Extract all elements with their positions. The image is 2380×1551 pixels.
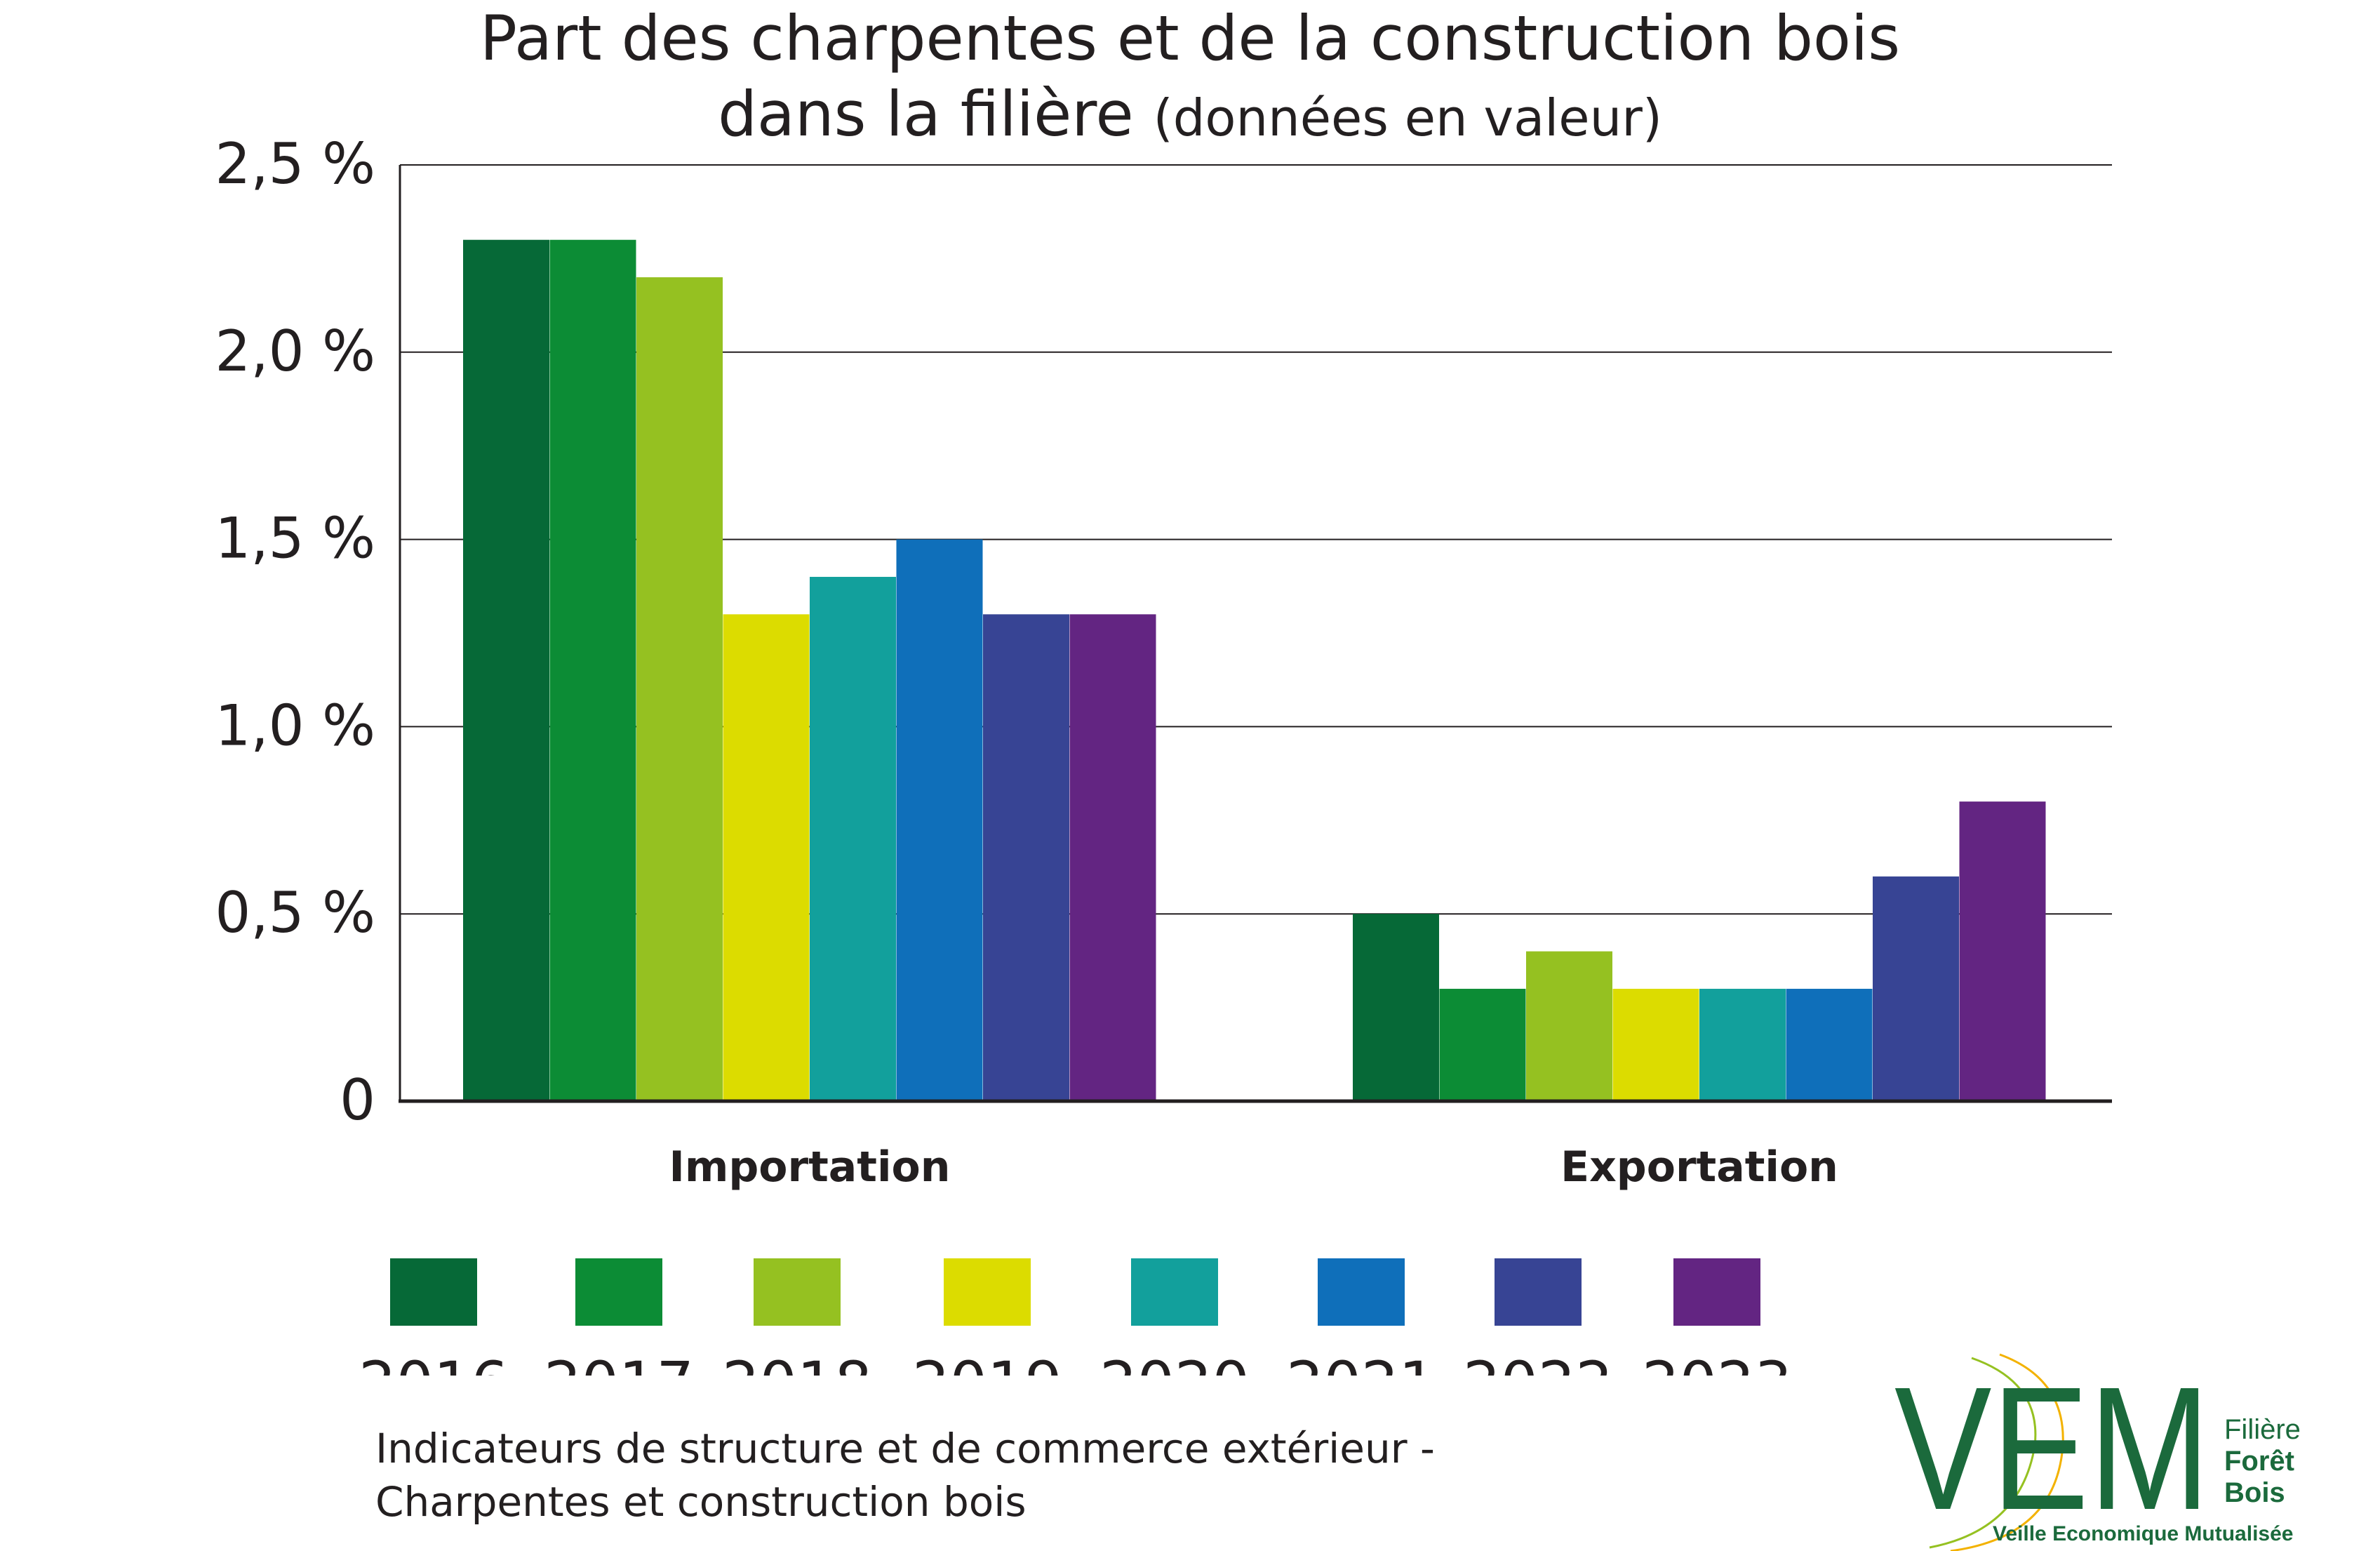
source-line-1: Indicateurs de structure et de commerce … [375, 1425, 1435, 1472]
y-tick-label: 2,5 % [215, 131, 375, 197]
bar-2017-exportation [1439, 988, 1526, 1101]
legend-swatch-2021 [1318, 1258, 1405, 1326]
bar-2021-exportation [1786, 988, 1873, 1101]
y-axis-ticks: 0 0,5 % 1,0 % 1,5 % 2,0 % 2,5 % [215, 131, 375, 1133]
legend: 2016 2017 2018 2019 2020 2021 2022 2023 [359, 1258, 1792, 1376]
bar-2016-exportation [1353, 914, 1439, 1101]
legend-swatch-2016 [390, 1258, 477, 1326]
y-tick-label: 1,0 % [215, 693, 375, 758]
legend-label-2022: 2022 [1463, 1349, 1613, 1376]
logo-arc-yellow [1950, 1353, 2064, 1551]
legend-label-2017: 2017 [544, 1349, 694, 1376]
source-line-2: Charpentes et construction bois [375, 1478, 1027, 1526]
bar-2023-importation [1069, 614, 1156, 1101]
x-category-label: Importation [669, 1143, 951, 1192]
chart-title: Part des charpentes et de la constructio… [479, 2, 1901, 74]
bar-chart: 0 0,5 % 1,0 % 1,5 % 2,0 % 2,5 % Importation Ex… [215, 131, 2112, 1376]
y-tick-label: 0,5 % [215, 880, 375, 945]
logo-tagline: Veille Economique Mutualisée [1993, 1522, 2293, 1545]
legend-label-2016: 2016 [359, 1349, 509, 1376]
bars [463, 239, 2046, 1102]
legend-label-2018: 2018 [722, 1349, 872, 1376]
chart-subtitle: (données en valeur) [1153, 88, 1662, 147]
chart-title-line2: dans la filière (données en valeur) [0, 76, 2380, 157]
vem-logo: VEM Filière Forêt Bois Veille Economique… [1894, 1350, 2301, 1551]
x-axis-categories: Importation Exportation [669, 1143, 1838, 1192]
legend-swatch-2019 [944, 1258, 1031, 1326]
legend-swatch-2022 [1495, 1258, 1582, 1326]
bar-2019-exportation [1612, 988, 1699, 1101]
bar-2020-importation [810, 576, 896, 1101]
bar-2016-importation [463, 239, 549, 1102]
x-category-label: Exportation [1560, 1143, 1838, 1192]
bar-2019-importation [723, 614, 810, 1101]
logo-arc-green [1929, 1357, 2037, 1549]
logo-line2: Forêt [2224, 1446, 2294, 1477]
legend-label-2020: 2020 [1099, 1349, 1250, 1376]
y-tick-label: 2,0 % [215, 319, 375, 384]
y-tick-label: 1,5 % [215, 506, 375, 571]
logo-letters: VEM [1894, 1350, 2210, 1546]
bar-2022-importation [983, 614, 1069, 1101]
logo-line1: Filière [2224, 1414, 2301, 1445]
legend-label-2023: 2023 [1642, 1349, 1792, 1376]
legend-swatch-2020 [1131, 1258, 1218, 1326]
legend-label-2019: 2019 [912, 1349, 1062, 1376]
bar-2020-exportation [1699, 988, 1786, 1101]
bar-2023-exportation [1959, 801, 2046, 1101]
bar-2021-importation [896, 539, 983, 1101]
axes [399, 165, 2112, 1103]
chart-title-line2-text: dans la filière [718, 78, 1134, 150]
bar-2018-importation [636, 277, 723, 1102]
legend-label-2021: 2021 [1286, 1349, 1436, 1376]
legend-swatch-2017 [575, 1258, 662, 1326]
legend-swatch-2018 [754, 1258, 841, 1326]
bar-2022-exportation [1873, 876, 1959, 1101]
y-tick-label: 0 [340, 1067, 375, 1133]
bar-2018-exportation [1526, 951, 1612, 1101]
logo-line3: Bois [2224, 1477, 2285, 1508]
bar-2017-importation [549, 239, 636, 1102]
legend-swatch-2023 [1673, 1258, 1760, 1326]
